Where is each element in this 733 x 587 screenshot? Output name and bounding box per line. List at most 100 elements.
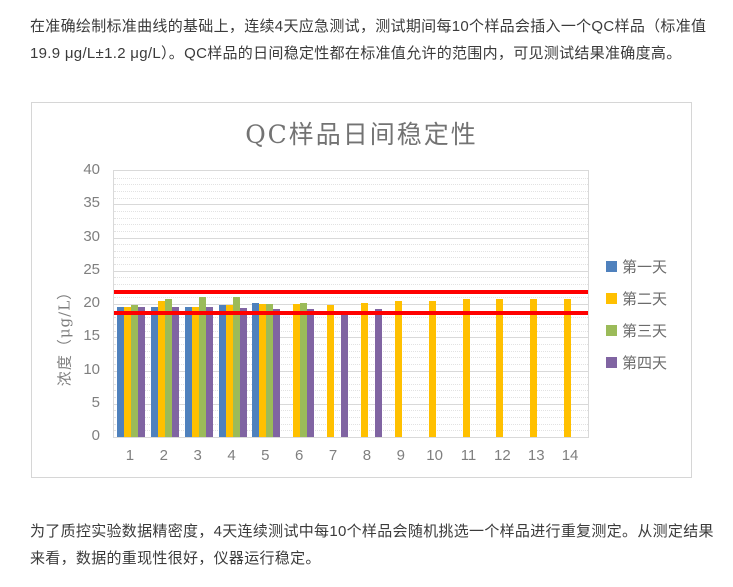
gridline-minor — [114, 190, 588, 192]
bar-第二天-sample-8 — [360, 302, 368, 437]
y-axis-tick-label: 35 — [83, 194, 100, 212]
legend-item-第四天: 第四天 — [606, 351, 667, 373]
legend-swatch-icon — [606, 356, 617, 368]
gridline-minor — [114, 423, 588, 425]
bar-第二天-sample-14 — [564, 299, 572, 437]
y-axis-tick-label: 20 — [83, 294, 100, 311]
legend-label: 第四天 — [622, 353, 668, 372]
lower-limit-line — [114, 311, 588, 316]
y-axis-tick-label: 15 — [83, 327, 100, 345]
gridline-minor — [114, 383, 588, 385]
legend-label: 第一天 — [622, 257, 668, 276]
x-axis-tick-label: 8 — [362, 447, 372, 464]
gridline-minor — [114, 350, 588, 352]
y-axis-tick-label: 40 — [83, 161, 100, 178]
bar-第二天-sample-6 — [293, 304, 301, 437]
x-axis-tick-label: 10 — [426, 447, 443, 464]
bar-第一天-sample-1 — [116, 306, 124, 437]
gridline-minor — [114, 343, 588, 345]
gridline-minor — [114, 257, 588, 259]
bar-第一天-sample-3 — [184, 306, 192, 437]
gridline-minor — [114, 357, 588, 359]
conclusion-paragraph: 为了质控实验数据精密度，4天连续测试中每10个样品会随机挑选一个样品进行重复测定… — [30, 523, 714, 567]
gridline-minor — [114, 277, 588, 279]
bar-第二天-sample-11 — [462, 299, 470, 437]
bar-第三天-sample-4 — [232, 296, 240, 437]
y-axis-tick-labels: 0 5 10 15 20 25 30 35 40 — [68, 161, 106, 444]
bar-第二天-sample-10 — [428, 301, 436, 437]
bar-第一天-sample-4 — [218, 305, 226, 437]
x-axis-tick-labels: 1 2 3 4 5 6 7 8 9 10 11 12 13 14 — [113, 447, 589, 467]
legend-swatch-icon — [606, 292, 617, 304]
bar-第二天-sample-1 — [123, 306, 131, 437]
bar-第三天-sample-3 — [198, 296, 206, 437]
y-axis-tick-label: 5 — [91, 393, 100, 411]
legend-label: 第二天 — [622, 289, 668, 308]
gridline-major — [114, 237, 588, 239]
gridline-minor — [114, 317, 588, 319]
gridline-minor — [114, 397, 588, 399]
gridline-major — [114, 304, 588, 305]
bar-第四天-sample-1 — [137, 306, 145, 437]
bar-第三天-sample-5 — [266, 304, 274, 437]
chart-legend: 第一天第二天第三天第四天 — [606, 255, 667, 373]
bar-第四天-sample-5 — [273, 309, 281, 437]
gridline-minor — [114, 217, 588, 219]
bar-第一天-sample-2 — [150, 306, 158, 437]
gridline-minor — [114, 197, 588, 199]
gridline-minor — [114, 184, 588, 186]
gridline-minor — [114, 417, 588, 419]
gridline-minor — [114, 297, 588, 299]
gridline-minor — [114, 410, 588, 412]
gridline-minor — [114, 210, 588, 212]
bar-第二天-sample-9 — [394, 300, 402, 437]
gridline-minor — [114, 430, 588, 432]
upper-limit-line — [114, 290, 588, 295]
legend-swatch-icon — [606, 324, 617, 336]
y-axis-tick-label: 25 — [83, 260, 100, 278]
x-axis-tick-label: 11 — [460, 447, 477, 464]
bar-第三天-sample-6 — [300, 302, 308, 437]
x-axis-tick-label: 3 — [193, 447, 202, 464]
x-axis-tick-label: 12 — [494, 447, 511, 464]
x-axis-tick-label: 7 — [328, 447, 338, 464]
gridline-minor — [114, 250, 588, 252]
bar-第四天-sample-8 — [374, 309, 382, 437]
bar-第二天-sample-4 — [225, 304, 233, 437]
plot-area — [113, 170, 589, 438]
legend-swatch-icon — [606, 260, 617, 272]
bar-第二天-sample-7 — [327, 304, 335, 437]
bar-第四天-sample-6 — [307, 309, 315, 437]
y-axis-tick-label: 10 — [83, 360, 100, 378]
y-axis-tick-label: 30 — [83, 227, 100, 245]
bar-第二天-sample-13 — [530, 298, 538, 437]
gridline-major — [114, 337, 588, 339]
x-axis-tick-label: 9 — [396, 447, 405, 464]
gridline-major — [114, 204, 588, 206]
chart-title: QC样品日间稳定性 — [245, 120, 478, 149]
gridline-minor — [114, 390, 588, 392]
bar-第四天-sample-7 — [341, 310, 349, 437]
legend-label: 第三天 — [622, 321, 668, 340]
bar-第二天-sample-2 — [157, 301, 165, 437]
gridline-major — [114, 270, 588, 272]
gridline-minor — [114, 230, 588, 232]
x-axis-tick-label: 5 — [261, 447, 270, 464]
x-axis-tick-label: 6 — [295, 447, 304, 464]
bar-第二天-sample-3 — [191, 306, 199, 437]
gridline-minor — [114, 264, 588, 266]
x-axis-tick-label: 13 — [527, 447, 545, 464]
gridline-major — [114, 403, 588, 405]
gridline-minor — [114, 284, 588, 286]
bar-第四天-sample-4 — [239, 308, 247, 437]
bar-第三天-sample-2 — [164, 299, 172, 437]
gridline-major — [114, 370, 588, 372]
x-axis-tick-label: 2 — [159, 447, 168, 464]
bar-第四天-sample-2 — [171, 307, 179, 437]
bar-第一天-sample-5 — [252, 303, 260, 437]
gridline-minor — [114, 310, 588, 312]
legend-item-第三天: 第三天 — [606, 319, 667, 341]
bar-第四天-sample-3 — [205, 307, 213, 437]
gridline-minor — [114, 363, 588, 365]
